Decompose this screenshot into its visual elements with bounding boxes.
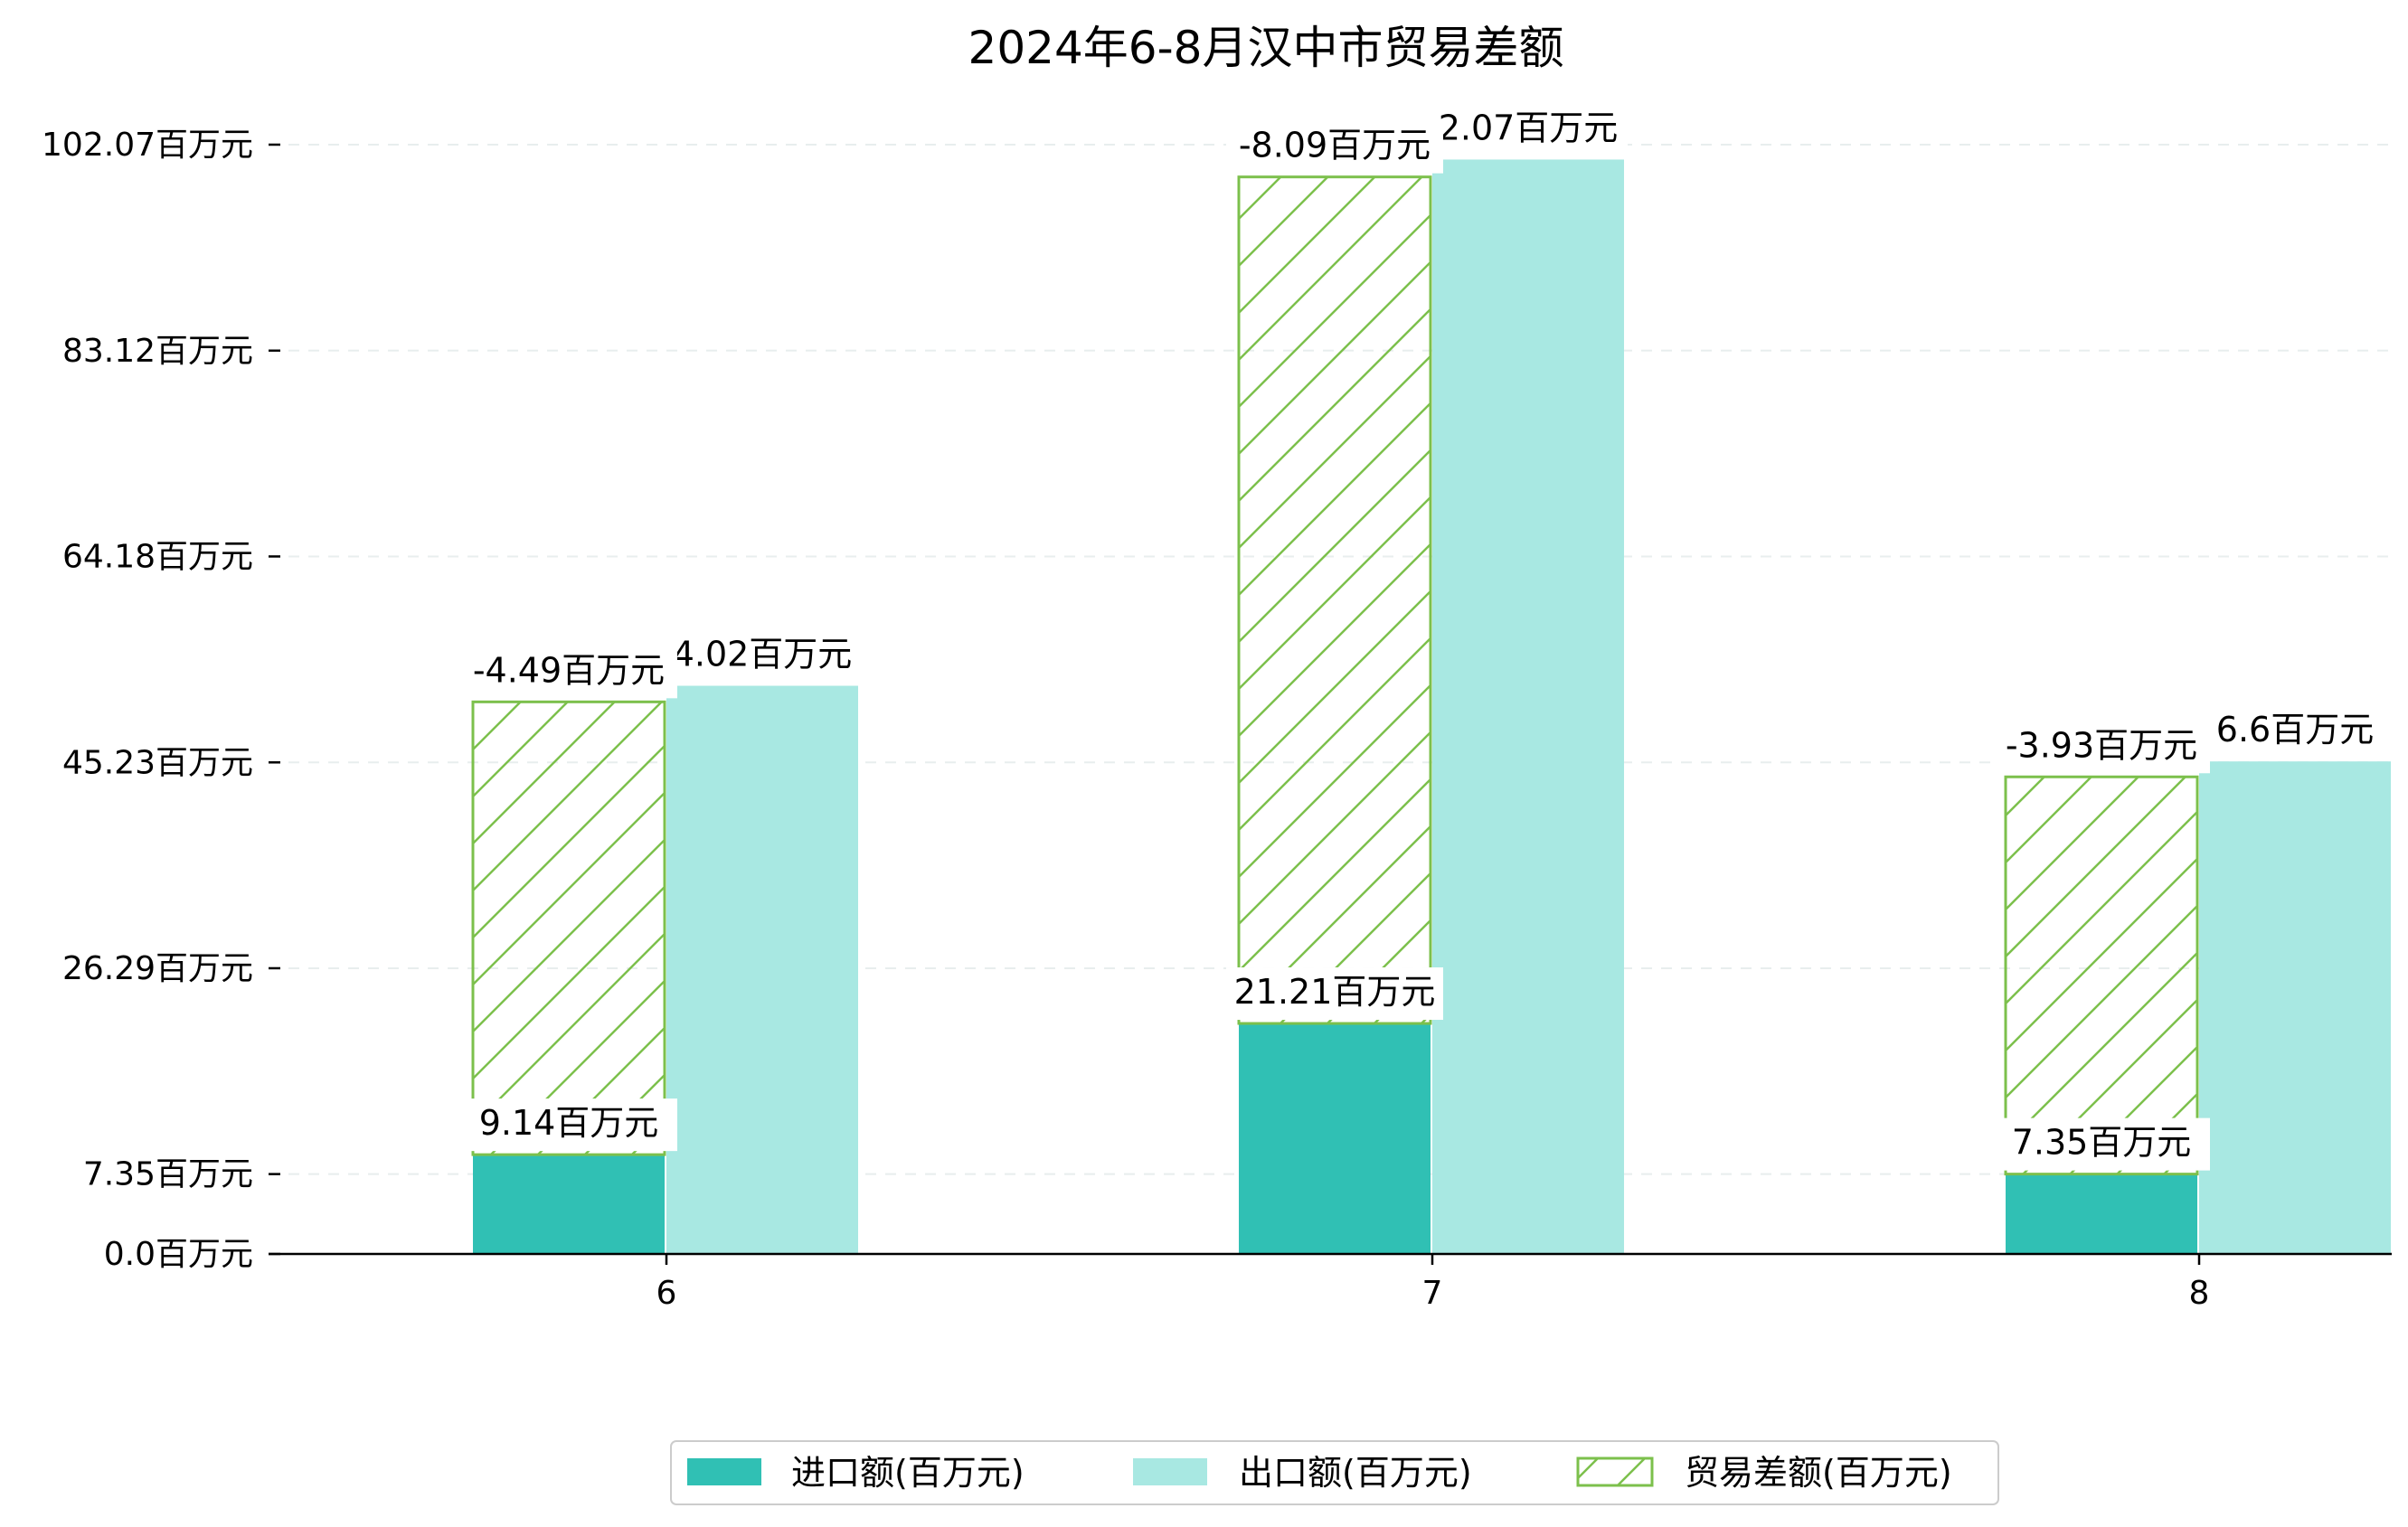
data-label-box [460,646,677,699]
data-label: -8.09百万元 [1239,126,1431,165]
x-tick-label: 8 [2189,1275,2210,1312]
bar-trade-balance [1237,175,1432,1025]
legend-swatch [1133,1458,1207,1485]
y-tick-label: 26.29百万元 [62,950,253,987]
legend-label: 出口额(百万元) [1239,1453,1472,1493]
data-label-box [1993,1117,2210,1171]
bar-export [2199,761,2391,1254]
bars [471,159,2391,1254]
legend-label: 贸易差额(百万元) [1685,1453,1952,1493]
legend-swatch [1576,1456,1654,1487]
legend-frame [670,1440,1999,1505]
data-label: 2.07百万元 [1439,108,1619,147]
data-labels: 4.02百万元-4.49百万元 9.14百万元 2.07百万元-8.09百万元 21.… [460,103,2394,1171]
y-tick-label: 64.18百万元 [62,538,253,575]
data-label-box [1429,103,1628,156]
bar-import [2006,1174,2197,1254]
data-label: 6.6百万元 [2216,710,2374,749]
bar-import [473,1155,665,1254]
y-tick-label: 0.0百万元 [104,1236,253,1273]
data-label-box [2196,705,2394,759]
legend: 进口额(百万元) 出口额(百万元) 贸易差额(百万元) [670,1440,1999,1505]
chart-title: 2024年6-8月汉中市贸易差额 [968,22,1564,74]
x-tick-label: 7 [1422,1275,1443,1312]
data-label: -3.93百万元 [2006,725,2197,765]
data-label: 21.21百万元 [1234,972,1436,1012]
legend-swatch [687,1458,761,1485]
y-axis: 0.0百万元 7.35百万元 26.29百万元 45.23百万元 64.18百万元 83.… [42,127,280,1273]
data-label: 7.35百万元 [2012,1123,2192,1163]
bar-import [1239,1023,1431,1254]
bar-export [666,685,858,1254]
data-label-box [1226,120,1443,174]
x-axis: 6 7 8 [656,1254,2210,1312]
y-tick-label: 45.23百万元 [62,744,253,781]
y-tick-label: 83.12百万元 [62,333,253,370]
data-label: 9.14百万元 [479,1103,659,1143]
legend-label: 进口额(百万元) [791,1453,1025,1493]
data-label: -4.49百万元 [473,650,665,690]
x-tick-label: 6 [656,1275,677,1312]
data-label-box [460,1098,677,1152]
data-label: 4.02百万元 [673,635,853,674]
y-tick-label: 7.35百万元 [83,1156,253,1193]
data-label-box [663,629,862,683]
data-label-box [1993,721,2210,774]
bar-export [1432,159,1624,1254]
y-tick-label: 102.07百万元 [42,127,253,164]
bar-trade-balance [2004,775,2199,1176]
bar-trade-balance [471,700,666,1156]
data-label-box [1226,967,1443,1021]
